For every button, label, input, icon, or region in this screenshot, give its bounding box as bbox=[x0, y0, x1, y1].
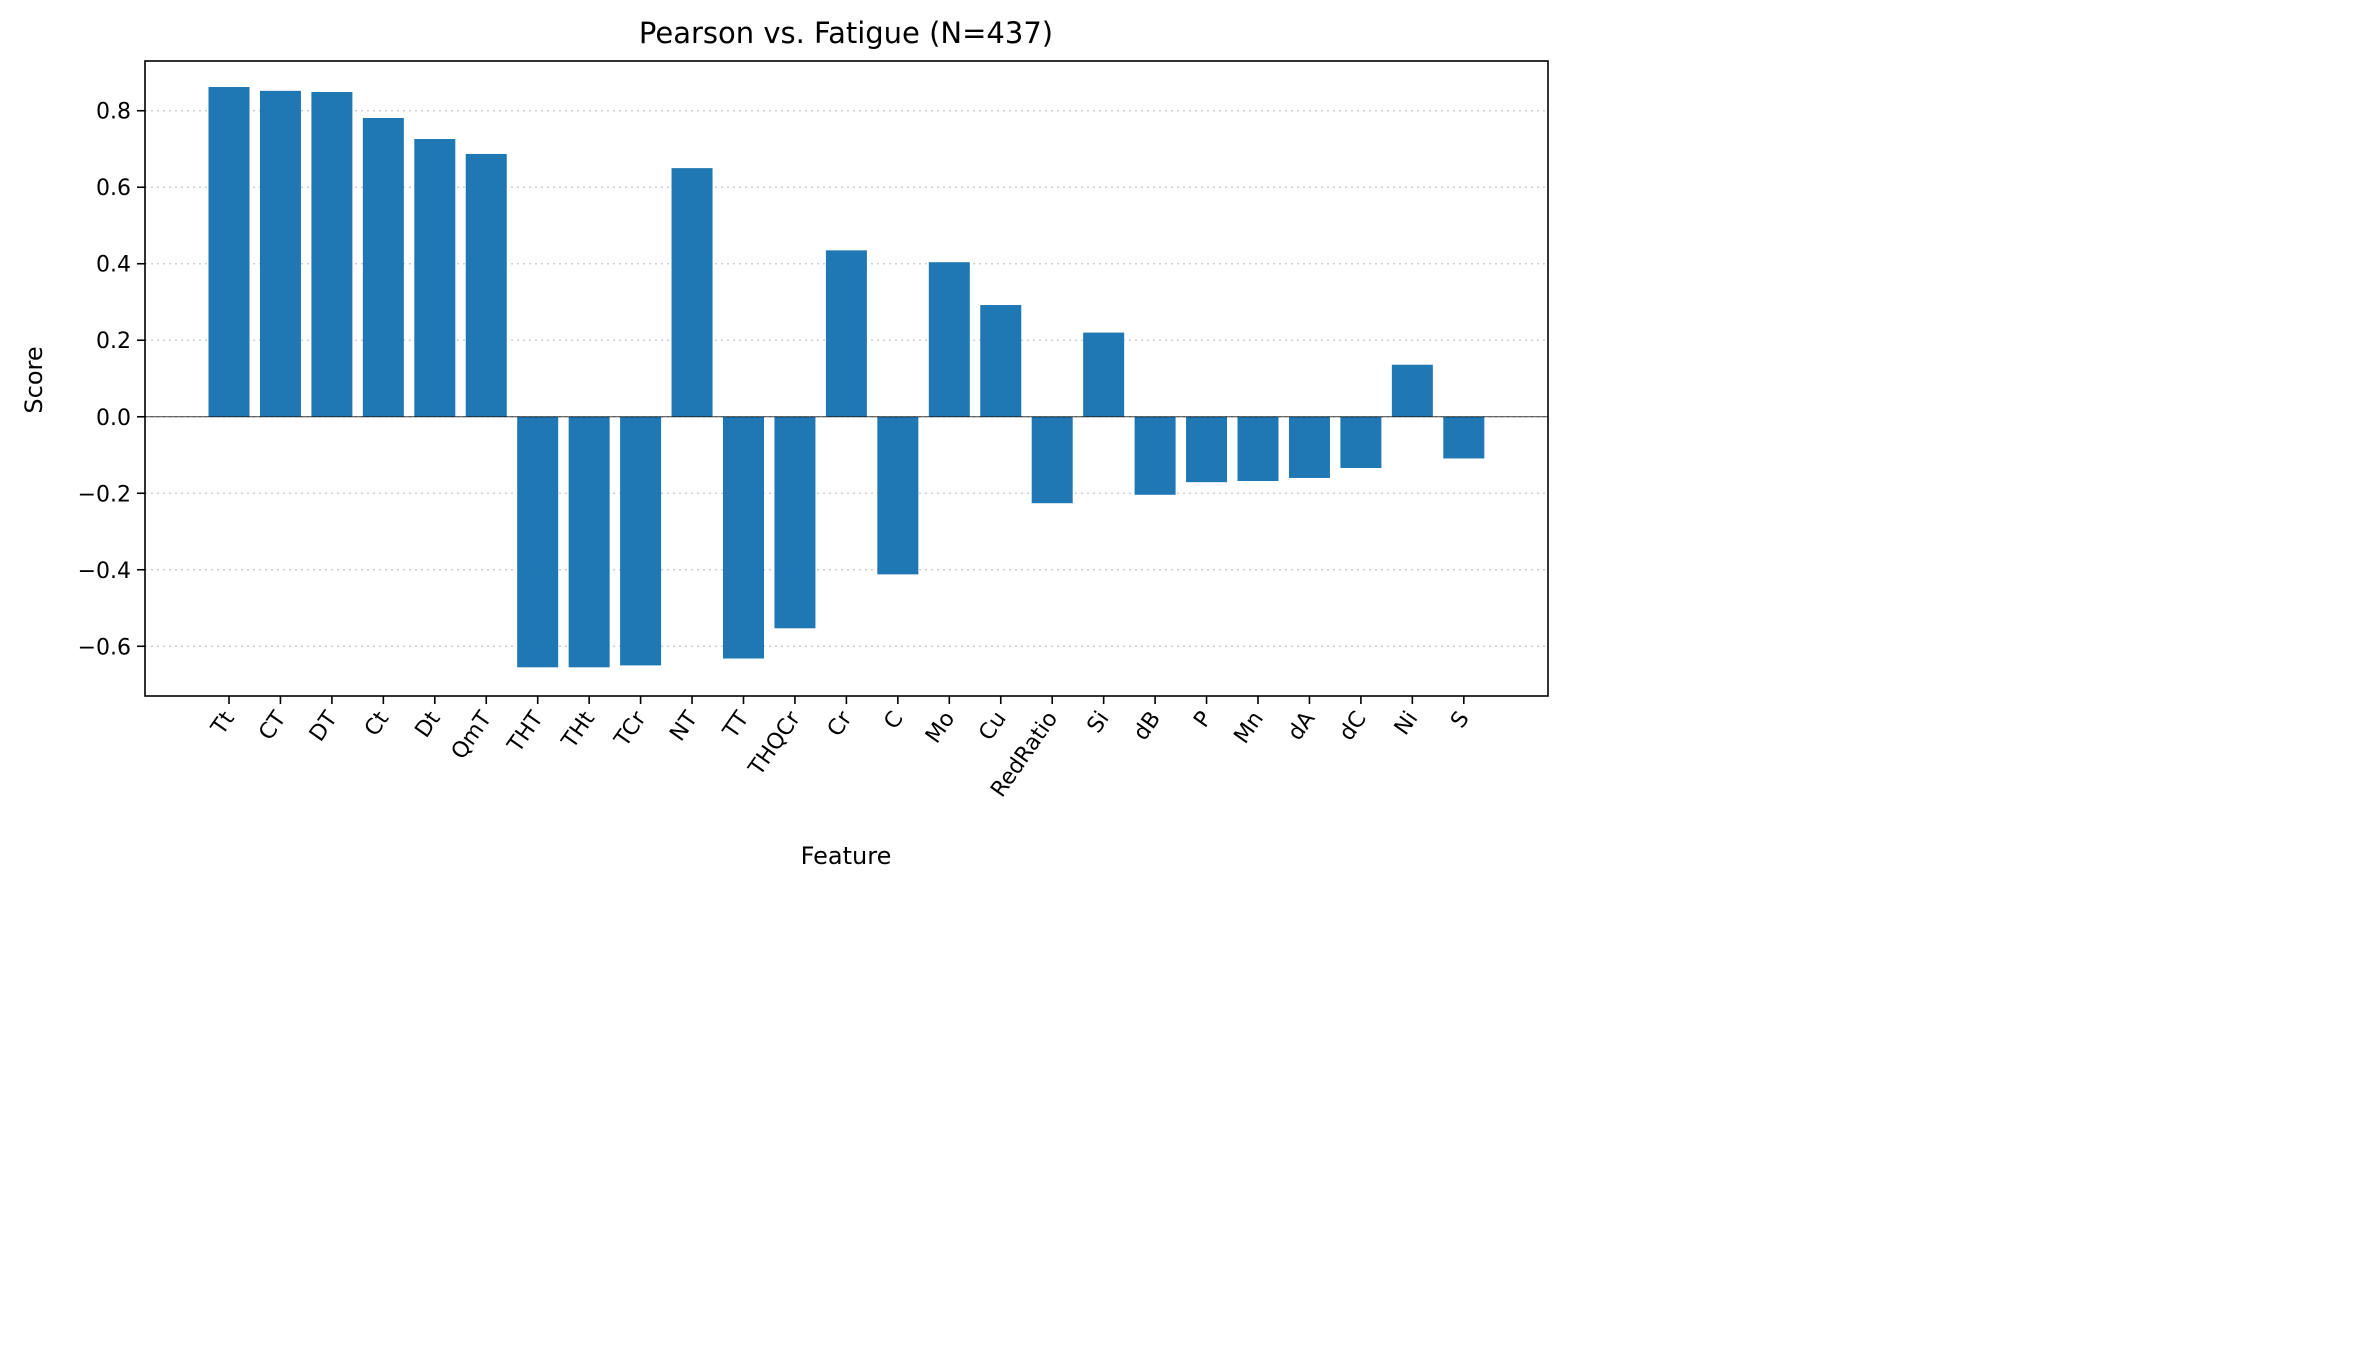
x-axis-label: Feature bbox=[801, 842, 892, 870]
x-tick-label: dA bbox=[1283, 707, 1320, 745]
bar-tt bbox=[208, 87, 250, 417]
x-tick-label: P bbox=[1189, 707, 1217, 732]
x-tick-label: Dt bbox=[411, 707, 446, 743]
bar-ni bbox=[1391, 364, 1433, 417]
bar-tcr bbox=[620, 416, 662, 666]
bar-redratio bbox=[1031, 416, 1073, 504]
x-tick-label: TT bbox=[718, 707, 755, 744]
x-tick-label: C bbox=[879, 707, 908, 734]
bar-s bbox=[1443, 416, 1485, 459]
bar-tt bbox=[723, 416, 764, 659]
x-tick-label: CT bbox=[254, 707, 291, 745]
x-tick-label: dC bbox=[1335, 707, 1372, 745]
bar-db bbox=[1134, 416, 1176, 495]
bar-nt bbox=[671, 168, 713, 417]
bar-dc bbox=[1340, 416, 1382, 469]
bar-thqcr bbox=[774, 416, 816, 629]
bar-dt bbox=[414, 139, 456, 417]
bar-da bbox=[1288, 416, 1330, 478]
bar-dt bbox=[311, 91, 353, 417]
x-tick-label: S bbox=[1446, 707, 1474, 733]
x-tick-label: Ct bbox=[360, 707, 394, 741]
y-tick-label: −0.4 bbox=[78, 559, 131, 584]
bar-ct bbox=[259, 90, 301, 417]
bar-tht bbox=[517, 416, 559, 668]
y-axis: −0.6 −0.4 −0.2 0.0 0.2 0.4 0.6 0.8 bbox=[78, 100, 145, 660]
y-tick-label: −0.6 bbox=[78, 635, 131, 660]
x-tick-label: Tt bbox=[206, 707, 240, 741]
bar-c bbox=[877, 416, 919, 575]
bar-qmt bbox=[465, 153, 507, 417]
bar-cr bbox=[825, 250, 867, 417]
x-tick-label: QmT bbox=[447, 707, 498, 765]
bar-mn bbox=[1237, 416, 1279, 482]
bar-cu bbox=[980, 305, 1022, 417]
x-tick-label: dB bbox=[1129, 707, 1166, 745]
x-tick-label: DT bbox=[305, 707, 343, 747]
bar-si bbox=[1083, 332, 1125, 417]
y-tick-label: 0.6 bbox=[96, 176, 131, 201]
x-tick-label: Si bbox=[1083, 707, 1115, 738]
chart-title: Pearson vs. Fatigue (N=437) bbox=[639, 16, 1053, 50]
bar-p bbox=[1186, 416, 1228, 483]
x-tick-label: Cu bbox=[974, 707, 1011, 745]
y-tick-label: 0.8 bbox=[96, 100, 131, 125]
x-tick-label: NT bbox=[665, 707, 703, 746]
x-tick-label: Mo bbox=[921, 707, 960, 748]
bar-ct bbox=[362, 117, 404, 417]
y-tick-label: 0.0 bbox=[96, 406, 131, 431]
y-tick-label: −0.2 bbox=[78, 482, 131, 507]
x-tick-label: THQCr bbox=[744, 706, 807, 781]
x-tick-label: THt bbox=[557, 707, 600, 754]
y-tick-label: 0.2 bbox=[96, 329, 131, 354]
x-tick-label: THT bbox=[503, 707, 549, 758]
x-tick-label: Ni bbox=[1390, 707, 1423, 740]
chart: Pearson vs. Fatigue (N=437) −0.6 −0.4 −0.2… bbox=[20, 16, 1549, 870]
x-tick-label: Cr bbox=[823, 706, 858, 741]
x-tick-label: TCr bbox=[609, 706, 652, 752]
y-axis-label: Score bbox=[20, 346, 48, 413]
y-tick-label: 0.4 bbox=[96, 253, 131, 278]
x-tick-label: Mn bbox=[1230, 707, 1269, 748]
bars bbox=[208, 87, 1485, 668]
bar-tht bbox=[568, 416, 610, 668]
bar-mo bbox=[928, 262, 970, 417]
